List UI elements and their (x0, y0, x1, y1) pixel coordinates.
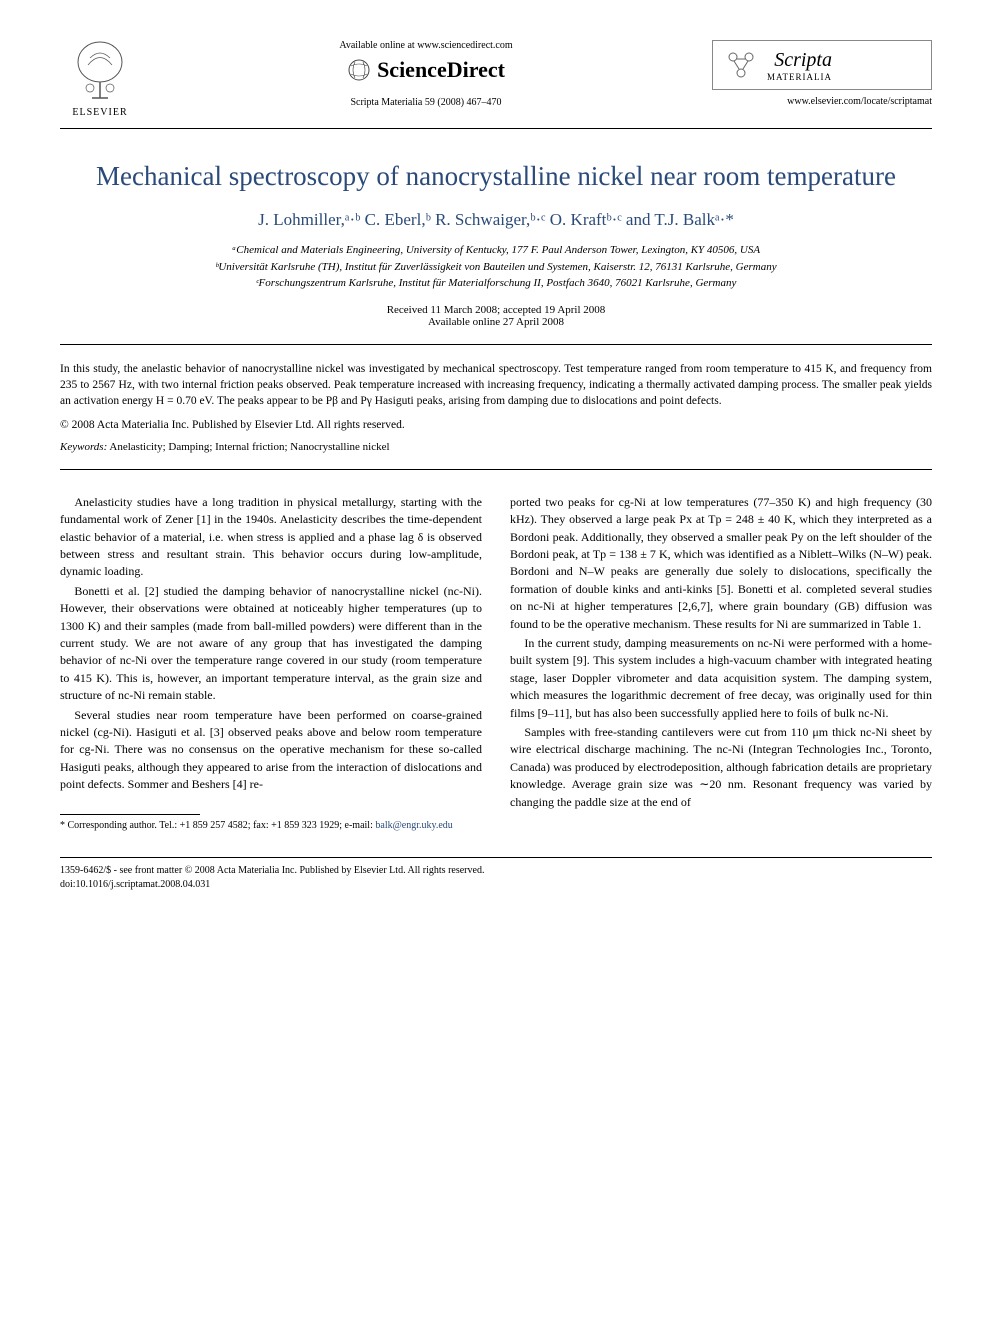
scripta-molecule-icon (723, 47, 759, 83)
authors-line: J. Lohmiller,ᵃ·ᵇ C. Eberl,ᵇ R. Schwaiger… (60, 210, 932, 230)
sciencedirect-icon (347, 58, 371, 82)
sciencedirect-logo: ScienceDirect (160, 57, 692, 83)
elsevier-logo: ELSEVIER (60, 40, 140, 118)
scripta-logo-box: Scripta MATERIALIA (712, 40, 932, 90)
abstract-top-rule (60, 344, 932, 345)
footnote-rule (60, 814, 200, 815)
abstract-bottom-rule (60, 469, 932, 470)
footer-rule (60, 857, 932, 858)
body-para: In the current study, damping measuremen… (510, 635, 932, 722)
locate-url: www.elsevier.com/locate/scriptamat (712, 96, 932, 107)
body-para: Bonetti et al. [2] studied the damping b… (60, 583, 482, 705)
article-title: Mechanical spectroscopy of nanocrystalli… (60, 159, 932, 194)
scripta-subtitle: MATERIALIA (767, 72, 832, 82)
affiliation-c: ᶜForschungszentrum Karlsruhe, Institut f… (60, 275, 932, 292)
affiliations: ᵃChemical and Materials Engineering, Uni… (60, 242, 932, 292)
available-online-text: Available online at www.sciencedirect.co… (160, 40, 692, 51)
left-column: Anelasticity studies have a long traditi… (60, 494, 482, 833)
page-footer: 1359-6462/$ - see front matter © 2008 Ac… (60, 864, 932, 892)
body-para: ported two peaks for cg-Ni at low temper… (510, 494, 932, 633)
center-header: Available online at www.sciencedirect.co… (140, 40, 712, 108)
journal-branding: Scripta MATERIALIA www.elsevier.com/loca… (712, 40, 932, 107)
right-column: ported two peaks for cg-Ni at low temper… (510, 494, 932, 833)
body-para: Samples with free-standing cantilevers w… (510, 724, 932, 811)
online-date: Available online 27 April 2008 (60, 316, 932, 328)
journal-reference: Scripta Materialia 59 (2008) 467–470 (160, 97, 692, 108)
sciencedirect-text: ScienceDirect (377, 57, 505, 83)
scripta-name: Scripta (767, 49, 832, 72)
keywords-line: Keywords: Anelasticity; Damping; Interna… (60, 441, 932, 453)
abstract-copyright: © 2008 Acta Materialia Inc. Published by… (60, 419, 932, 431)
elsevier-label: ELSEVIER (72, 107, 127, 118)
dates-block: Received 11 March 2008; accepted 19 Apri… (60, 304, 932, 328)
corresponding-footnote: * Corresponding author. Tel.: +1 859 257… (60, 819, 482, 833)
body-para: Several studies near room temperature ha… (60, 707, 482, 794)
keywords-label: Keywords: (60, 441, 107, 453)
keywords-text: Anelasticity; Damping; Internal friction… (109, 441, 389, 453)
affiliation-a: ᵃChemical and Materials Engineering, Uni… (60, 242, 932, 259)
abstract-text: In this study, the anelastic behavior of… (60, 361, 932, 409)
header-rule (60, 128, 932, 129)
footnote-text: * Corresponding author. Tel.: +1 859 257… (60, 820, 375, 831)
page-header: ELSEVIER Available online at www.science… (60, 40, 932, 118)
body-two-column: Anelasticity studies have a long traditi… (60, 494, 932, 833)
affiliation-b: ᵇUniversität Karlsruhe (TH), Institut fü… (60, 259, 932, 276)
received-date: Received 11 March 2008; accepted 19 Apri… (60, 304, 932, 316)
footer-doi: doi:10.1016/j.scriptamat.2008.04.031 (60, 878, 932, 892)
elsevier-tree-icon (70, 40, 130, 105)
body-para: Anelasticity studies have a long traditi… (60, 494, 482, 581)
footer-copyright: 1359-6462/$ - see front matter © 2008 Ac… (60, 864, 932, 878)
footnote-email[interactable]: balk@engr.uky.edu (375, 820, 452, 831)
